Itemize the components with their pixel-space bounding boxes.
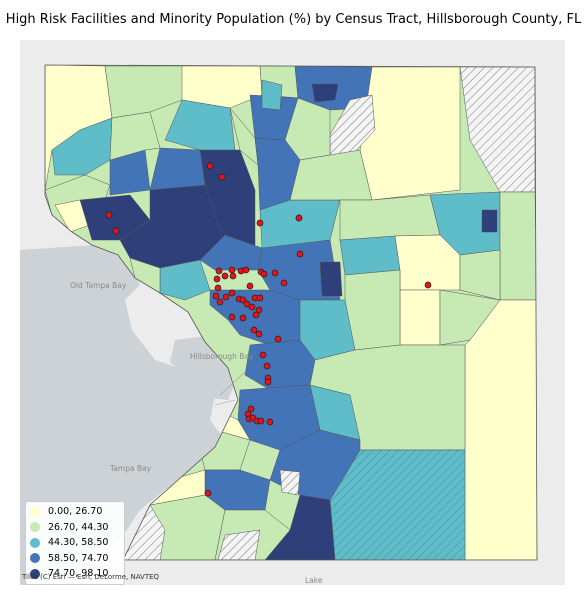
label-lake: Lake [305, 576, 323, 585]
tract [464, 299, 537, 560]
tract [319, 261, 343, 297]
label-hillsborough-bay-text: Hillsborough Bay [190, 352, 254, 361]
facility-point [295, 214, 303, 222]
facility-point [280, 279, 288, 287]
shoreline [214, 371, 246, 406]
legend-swatch [30, 506, 40, 517]
tract [104, 65, 186, 119]
facility-point [112, 227, 120, 235]
tract [481, 209, 498, 233]
facility-point [271, 269, 279, 277]
facility-point [243, 300, 251, 308]
facility-point [216, 298, 224, 306]
label-hillsborough-bay: Hillsborough Bay [190, 352, 254, 361]
facility-point [228, 289, 236, 297]
tract [344, 269, 401, 351]
facility-point [259, 351, 267, 359]
tract [109, 111, 161, 161]
legend-item: 44.30, 58.50 [30, 535, 120, 551]
facility-point [229, 272, 237, 280]
facility-point [228, 313, 236, 321]
legend-label: 0.00, 26.70 [48, 506, 103, 518]
facility-point [266, 418, 274, 426]
legend-item: 74.70, 98.10 [30, 566, 120, 582]
facility-point [218, 173, 226, 181]
tract [311, 83, 339, 103]
facility-point [105, 211, 113, 219]
facility-point [206, 162, 214, 170]
facility-point [242, 266, 250, 274]
legend-label: 58.50, 74.70 [48, 552, 109, 564]
facility-point [264, 378, 272, 386]
tract [149, 147, 206, 191]
tract [399, 289, 441, 346]
tract [199, 234, 263, 271]
legend-swatch [30, 553, 40, 564]
facility-point [221, 272, 229, 280]
basemap-water [20, 245, 225, 585]
facility-point [246, 282, 254, 290]
facility-point [247, 405, 255, 413]
legend-swatch [30, 522, 40, 533]
tract [264, 494, 336, 560]
legend: 0.00, 26.70 26.70, 44.30 44.30, 58.50 58… [25, 501, 125, 585]
county-outline [44, 64, 538, 561]
facility-point [239, 296, 247, 304]
facility-point [248, 303, 256, 311]
tract [279, 469, 301, 496]
facility-point [212, 292, 220, 300]
legend-item: 58.50, 74.70 [30, 551, 120, 567]
facility-point [274, 335, 282, 343]
facility-point [424, 281, 432, 289]
tract [359, 66, 461, 201]
facility-point [250, 326, 258, 334]
facility-point [256, 294, 264, 302]
facility-point [213, 275, 221, 283]
legend-item: 26.70, 44.30 [30, 520, 120, 536]
tract [499, 191, 537, 301]
facility-point [215, 267, 223, 275]
tract [164, 99, 236, 151]
facility-point [204, 489, 212, 497]
facility-point [255, 330, 263, 338]
facility-point [239, 314, 247, 322]
legend-swatch [30, 568, 40, 579]
tract [339, 194, 441, 241]
facility-point [255, 306, 263, 314]
legend-item: 0.00, 26.70 [30, 504, 120, 520]
label-tampa-bay: Tampa Bay [110, 464, 152, 473]
tract [339, 235, 401, 276]
tract [261, 79, 283, 111]
facility-point [214, 284, 222, 292]
facility-point [256, 219, 264, 227]
facility-point [252, 311, 260, 319]
facility-points [105, 162, 432, 497]
facility-point [263, 362, 271, 370]
label-old-tampa-bay-text: Old Tampa Bay [70, 281, 127, 290]
label-old-tampa-bay: Old Tampa Bay [70, 281, 126, 290]
legend-swatch [30, 537, 40, 548]
facility-point [296, 250, 304, 258]
legend-label: 74.70, 98.10 [48, 568, 109, 580]
map-title: High Risk Facilities and Minority Popula… [5, 12, 582, 27]
legend-label: 26.70, 44.30 [48, 521, 109, 533]
legend-label: 44.30, 58.50 [48, 537, 109, 549]
attribution: Tiles (C) Esri — Esri, DeLorme, NAVTEQ [22, 573, 160, 581]
facility-point [222, 293, 230, 301]
facility-point [260, 270, 268, 278]
tract [217, 529, 261, 560]
facility-point [228, 266, 236, 274]
facility-point [257, 417, 265, 425]
